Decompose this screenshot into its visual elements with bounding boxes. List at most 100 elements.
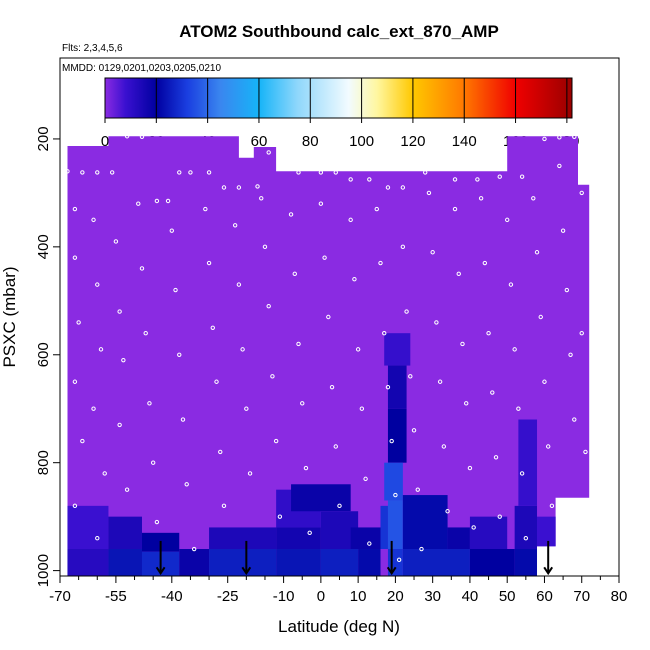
sample-marker (560, 228, 566, 233)
sample-marker (318, 201, 324, 206)
sample-marker (471, 525, 476, 530)
heatmap-cell (380, 505, 388, 550)
sample-marker (382, 330, 387, 336)
x-axis: -70 -55 -40 -25 -10 0 10 20 30 40 50 60 70 80 (49, 576, 627, 605)
sample-marker (467, 465, 473, 471)
sample-marker (214, 379, 219, 384)
sample-marker (255, 184, 260, 189)
sample-marker (452, 177, 458, 182)
sample-marker (419, 546, 424, 552)
sample-marker (404, 309, 409, 314)
sample-marker (549, 503, 555, 509)
sample-marker (583, 449, 588, 455)
sample-marker (572, 417, 577, 422)
sample-marker (493, 455, 499, 460)
sample-marker (266, 150, 271, 155)
heatmap-cell (514, 505, 538, 550)
sample-marker (188, 170, 193, 175)
sample-marker (296, 170, 301, 175)
sample-marker (221, 185, 227, 190)
heatmap-cell (358, 549, 381, 576)
sample-marker (95, 170, 100, 175)
y-tick-label: 200 (35, 126, 52, 151)
sample-marker (497, 174, 502, 179)
heatmap-cell (108, 549, 142, 576)
sample-marker (203, 206, 208, 212)
x-tick-label: 60 (536, 588, 553, 605)
x-tick-label: -10 (273, 588, 295, 605)
heatmap-cell (209, 527, 277, 550)
sample-marker (434, 320, 439, 325)
sample-marker (206, 170, 212, 175)
sample-marker (72, 379, 78, 384)
sample-marker (139, 134, 145, 139)
sample-marker (516, 406, 521, 411)
heatmap-cell (537, 516, 556, 547)
sample-marker (91, 217, 96, 223)
sample-marker (307, 530, 312, 536)
sample-marker (296, 341, 301, 347)
sample-marker (393, 492, 398, 498)
heatmap-cell (402, 495, 448, 550)
down-arrow (386, 540, 397, 576)
sample-marker (557, 163, 562, 169)
sample-marker (505, 217, 510, 223)
sample-marker (247, 471, 253, 476)
sample-marker (266, 304, 271, 309)
sample-marker (124, 134, 130, 139)
arrows (155, 540, 554, 576)
heatmap-cell (276, 549, 321, 576)
coverage-area (67, 136, 590, 576)
heatmap-cell (469, 549, 515, 576)
heatmap-cell (67, 549, 109, 576)
heatmap-cell (402, 549, 470, 576)
heatmap-cell (469, 516, 508, 550)
sample-marker (396, 557, 402, 563)
sample-marker (303, 465, 309, 471)
sample-marker (579, 330, 584, 336)
sample-marker (352, 277, 357, 282)
sample-marker (348, 217, 353, 223)
heatmap-cell (291, 484, 351, 512)
sample-marker (519, 174, 525, 179)
sample-marker (385, 384, 391, 390)
sample-marker (437, 379, 443, 384)
x-tick-label: 40 (462, 588, 479, 605)
sample-marker (165, 198, 171, 204)
sample-marker (542, 379, 547, 384)
sample-marker (415, 487, 420, 492)
y-axis-label: PSXC (mbar) (0, 266, 19, 367)
sample-marker (333, 444, 338, 449)
sample-marker (355, 347, 361, 352)
arrow-head (543, 566, 554, 576)
sample-marker (322, 255, 327, 260)
sample-marker (531, 196, 536, 201)
sample-marker (523, 536, 529, 541)
x-tick-label: -70 (49, 588, 71, 605)
sample-marker (441, 444, 447, 449)
x-tick-label: 20 (387, 588, 404, 605)
sample-marker (542, 136, 547, 142)
sample-marker (232, 223, 238, 228)
data-field (67, 136, 590, 576)
sample-marker (456, 271, 461, 277)
sample-marker (218, 449, 223, 455)
sample-marker (143, 330, 148, 336)
x-tick-label: 80 (611, 588, 628, 605)
colorbar-tick-label: 80 (302, 133, 319, 150)
sample-marker (460, 341, 465, 347)
sample-marker (486, 330, 491, 336)
sample-marker (367, 177, 372, 182)
down-arrow (241, 540, 252, 576)
heatmap-cell (209, 549, 277, 576)
x-tick-label: 70 (573, 588, 590, 605)
sample-marker (169, 228, 175, 233)
sample-marker (400, 185, 406, 190)
sample-marker (389, 438, 394, 444)
sample-marker (117, 422, 122, 428)
sample-marker (270, 374, 275, 379)
sample-marker (150, 460, 156, 465)
x-tick-label: -55 (105, 588, 127, 605)
heatmap-cell (518, 419, 538, 506)
heatmap-cell (179, 549, 210, 576)
